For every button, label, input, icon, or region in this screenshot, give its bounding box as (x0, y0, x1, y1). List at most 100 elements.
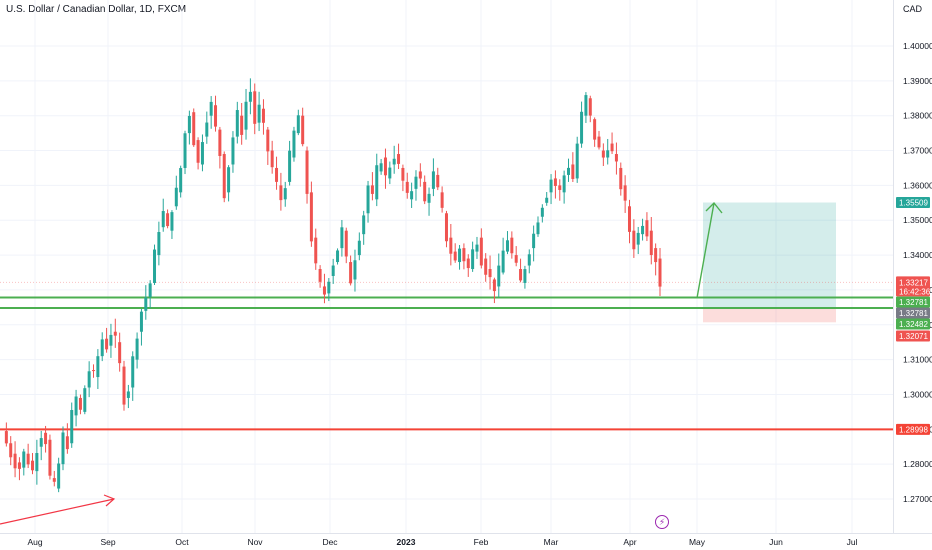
trend-arrow-red (0, 498, 115, 525)
candle-body (200, 142, 204, 165)
candle-body (331, 265, 335, 276)
candle-body (83, 388, 87, 412)
candle-body (144, 297, 148, 311)
price-tick-label: 1.38000 (903, 111, 932, 121)
entry-price-label: 1.32482 (899, 320, 928, 329)
candle-body (205, 122, 209, 137)
candle-body (532, 233, 536, 249)
candle-body (327, 281, 331, 294)
candle-body (266, 129, 270, 152)
lower-line-label-bg (896, 423, 930, 435)
candle-body (505, 240, 509, 252)
candle-body (349, 262, 353, 284)
candle-body (13, 453, 17, 469)
candle-body (649, 230, 653, 256)
candle-body (17, 462, 21, 469)
price-axis: 1.270001.280001.290001.300001.310001.320… (893, 0, 932, 534)
candle-body (139, 311, 143, 332)
candle-body (22, 451, 26, 468)
candle-body (122, 366, 126, 405)
candle-body (453, 251, 457, 261)
target-zone (703, 202, 836, 308)
time-tick-label: Feb (474, 537, 489, 547)
candles (4, 78, 662, 493)
candle-body (610, 143, 614, 152)
candle-body (497, 265, 501, 287)
time-axis: Aug Sep Oct Nov Dec 2023 Feb Mar Apr May Jun Jul (0, 533, 932, 547)
projection-arrow-green-head (705, 201, 723, 214)
candle-body (153, 249, 157, 283)
candle-body (26, 453, 30, 465)
candle-body (318, 269, 322, 282)
candle-body (641, 225, 645, 235)
lightning-event-icon[interactable]: ⚡ (655, 515, 669, 529)
candle-body (436, 174, 440, 188)
candle-body (614, 154, 618, 162)
candle-body (597, 136, 601, 148)
arrows (0, 201, 723, 525)
candle-body (87, 371, 91, 388)
candle-body (244, 101, 248, 130)
candle-body (392, 158, 396, 165)
candle-body (370, 185, 374, 194)
candle-body (431, 171, 435, 189)
time-tick-label: Jun (769, 537, 783, 547)
candle-body (462, 248, 466, 262)
candle-body (209, 101, 213, 116)
horizontal-lines (0, 281, 893, 431)
stop-zone (703, 307, 836, 323)
candle-body (118, 342, 122, 364)
candle-body (418, 171, 422, 179)
candle-body (105, 338, 109, 350)
candle-body (222, 154, 226, 199)
stop-price-label-bg (896, 330, 930, 342)
candle-body (388, 167, 392, 179)
candle-body (510, 237, 514, 254)
grid (0, 0, 893, 533)
candle-body (261, 108, 265, 123)
candle-body (501, 250, 505, 273)
candle-body (410, 191, 414, 200)
candle-body (57, 463, 61, 489)
candle-body (488, 269, 492, 278)
time-tick-label: 2023 (397, 537, 416, 547)
candle-body (571, 164, 575, 179)
price-tick-label: 1.37000 (903, 146, 932, 156)
candle-body (562, 175, 566, 193)
candle-body (340, 227, 344, 249)
line-upper-label: 1.32781 (899, 298, 928, 307)
candle-body (275, 167, 279, 182)
line-upper-label-bg (896, 296, 930, 308)
candle-body (601, 150, 605, 158)
candle-body (70, 410, 74, 444)
candle-body (65, 436, 69, 450)
candle-body (566, 167, 570, 175)
candle-body (527, 254, 531, 266)
price-tick-label: 1.40000 (903, 41, 932, 51)
candle-body (514, 255, 518, 263)
entry-price-label-bg (896, 318, 930, 330)
candle-body (283, 188, 287, 200)
candle-body (423, 181, 427, 202)
candle-body (288, 150, 292, 182)
candle-body (183, 133, 187, 168)
candle-body (344, 230, 348, 257)
candle-body (240, 115, 244, 135)
candle-body (292, 130, 296, 158)
candle-body (588, 98, 592, 116)
candle-body (383, 157, 387, 176)
time-tick-label: Oct (175, 537, 189, 547)
candle-body (593, 119, 597, 140)
candle-body (126, 391, 130, 398)
candle-body (78, 397, 82, 410)
candle-body (174, 187, 178, 207)
candle-body (553, 178, 557, 186)
candle-body (636, 232, 640, 245)
candle-body (545, 197, 549, 203)
candle-body (196, 140, 200, 163)
candle-body (484, 258, 488, 275)
candle-body (523, 269, 527, 283)
time-tick-label: Nov (247, 537, 263, 547)
candle-body (397, 154, 401, 164)
